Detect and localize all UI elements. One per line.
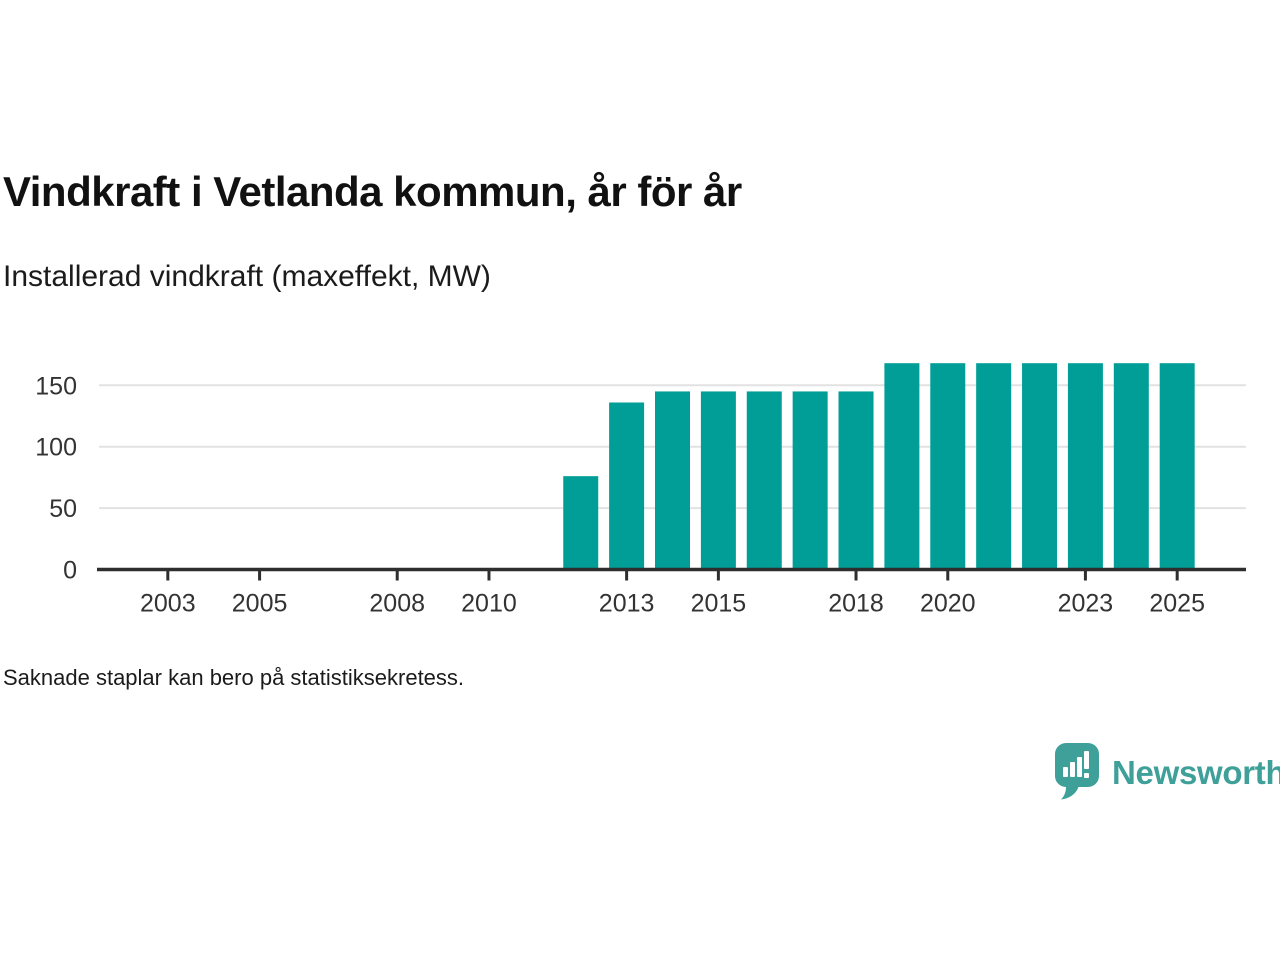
x-tick-label: 2003: [140, 590, 196, 618]
bar-2017: [792, 391, 828, 570]
chart-title: Vindkraft i Vetlanda kommun, år för år: [3, 168, 742, 215]
bar-2025: [1159, 363, 1195, 570]
bar-2023: [1067, 363, 1103, 570]
newsworthy-wordmark: Newsworthy: [1112, 754, 1280, 791]
x-tick-label: 2010: [461, 590, 517, 618]
bar-2024: [1113, 363, 1149, 570]
x-tick-label: 2005: [232, 590, 288, 618]
bar-2012: [563, 476, 599, 570]
newsworthy-logo-icon: [1055, 743, 1099, 800]
x-tick-label: 2020: [920, 590, 976, 618]
bar-2015: [700, 391, 736, 570]
x-tick-label: 2015: [691, 590, 747, 618]
x-tick-label: 2013: [599, 590, 655, 618]
bar-2021: [976, 363, 1012, 570]
y-tick-label: 100: [35, 434, 77, 462]
bar-2014: [655, 391, 690, 570]
bar-2013: [609, 402, 645, 570]
bar-2018: [838, 391, 874, 570]
bar-chart-plot: 2003 2005 2008 2010 2013 2015 2018 2020 2023 2025…: [35, 363, 1246, 618]
x-tick-label: 2023: [1058, 590, 1114, 618]
chart-subtitle: Installerad vindkraft (maxeffekt, MW): [3, 260, 491, 293]
bar-2016: [746, 391, 782, 570]
y-tick-label: 50: [49, 495, 77, 523]
x-tick-label: 2008: [369, 590, 425, 618]
y-tick-label: 0: [63, 557, 77, 585]
x-tick-label: 2025: [1149, 590, 1205, 618]
chart-footnote: Saknade staplar kan bero på statistiksek…: [3, 665, 465, 690]
newsworthy-brand: Newsworthy: [1054, 742, 1280, 804]
bar-2019: [884, 363, 920, 570]
x-tick-label: 2018: [828, 590, 884, 618]
bar-2020: [930, 363, 966, 570]
bar-2022: [1022, 363, 1058, 570]
y-tick-label: 150: [35, 372, 77, 400]
